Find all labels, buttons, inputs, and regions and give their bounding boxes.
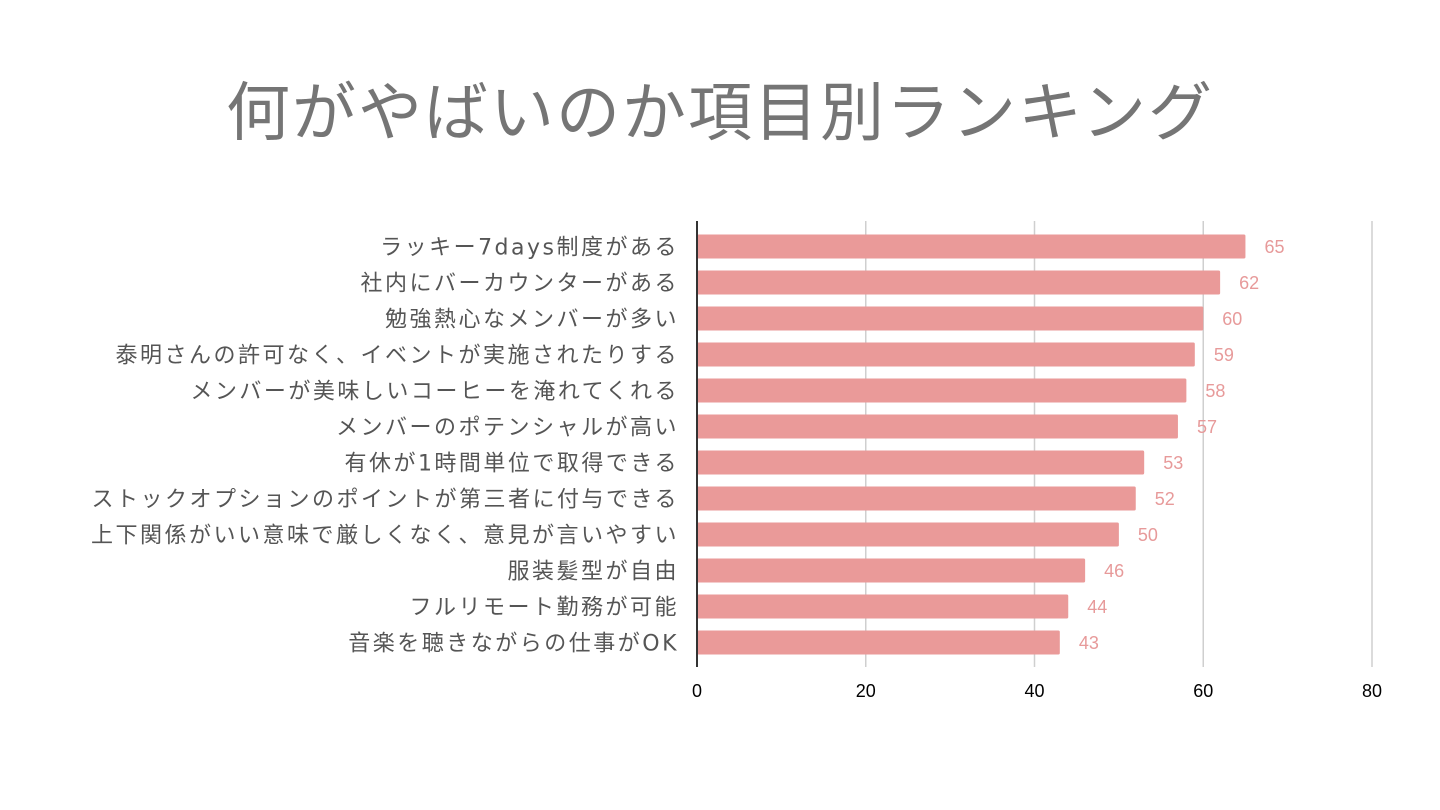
bar [697,342,1195,367]
chart-title: 何がやばいのか項目別ランキング [225,77,1215,151]
value-label: 57 [1197,417,1217,437]
category-label: 音楽を聴きながらの仕事がOK [348,632,679,657]
x-tick-label: 0 [692,681,702,701]
bar [697,630,1060,655]
value-label: 58 [1205,381,1225,401]
x-tick-labels: 0 20 40 60 80 [692,681,1382,701]
value-label: 44 [1087,597,1107,617]
category-label: 勉強熱心なメンバーが多い [385,308,679,333]
x-tick-label: 60 [1193,681,1213,701]
category-label: メンバーが美味しいコーヒーを淹れてくれる [190,380,679,405]
gridlines [865,221,1373,667]
category-label: ストックオプションのポイントが第三者に付与できる [91,488,679,513]
value-label: 60 [1222,309,1242,329]
bar [697,234,1246,259]
x-tick-label: 20 [856,681,876,701]
bars [697,234,1246,655]
bar [697,306,1204,331]
value-label: 62 [1239,273,1259,293]
bar [697,414,1178,439]
value-label: 46 [1104,561,1124,581]
value-label: 59 [1214,345,1234,365]
value-label: 50 [1138,525,1158,545]
value-label: 52 [1155,489,1175,509]
value-label: 53 [1163,453,1183,473]
bar [697,270,1221,295]
category-label: フルリモート勤務が可能 [409,596,679,621]
bar [697,522,1119,547]
bar [697,486,1136,511]
category-labels: ラッキー7days制度がある社内にバーカウンターがある勉強熱心なメンバーが多い泰… [91,236,679,657]
category-label: 服装髪型が自由 [507,560,679,585]
category-label: ラッキー7days制度がある [380,236,679,261]
category-label: 有休が1時間単位で取得できる [344,452,679,477]
category-label: メンバーのポテンシャルが高い [336,416,679,441]
value-label: 65 [1264,237,1284,257]
category-label: 泰明さんの許可なく、イベントが実施されたりする [115,344,679,369]
value-label: 43 [1079,633,1099,653]
x-tick-label: 80 [1362,681,1382,701]
x-tick-label: 40 [1024,681,1044,701]
bar [697,450,1145,475]
category-label: 社内にバーカウンターがある [360,272,679,297]
bar [697,558,1086,583]
bar [697,594,1069,619]
bar [697,378,1187,403]
category-label: 上下関係がいい意味で厳しくなく、意見が言いやすい [91,524,679,549]
